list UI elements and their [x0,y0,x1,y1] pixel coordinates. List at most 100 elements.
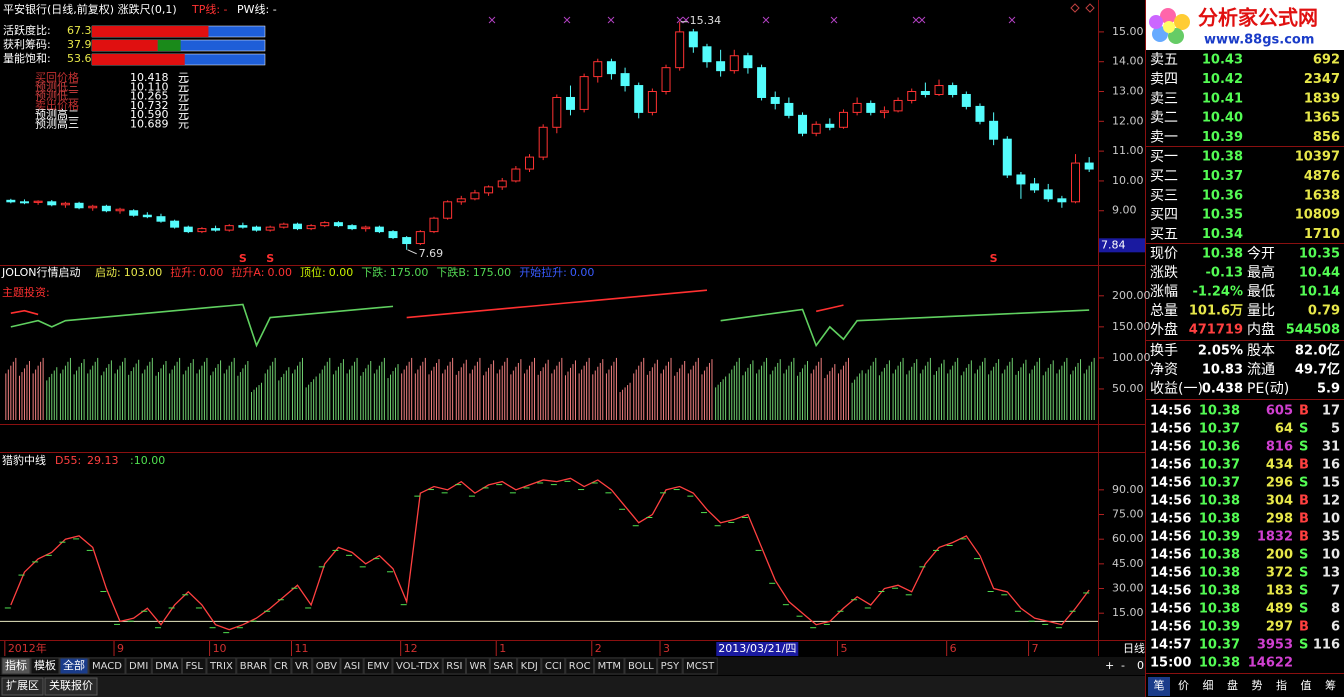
bottom-tab[interactable]: 扩展区 [6,678,39,692]
book-volume: 10397 [1295,150,1340,165]
candle-body [265,226,275,231]
window-icons [1070,3,1095,13]
candle-body [429,217,439,233]
indicator-tab-bg [392,657,443,675]
tick-volume: 434 [1266,458,1293,473]
tick-count: 13 [1322,566,1340,581]
indicator-tab[interactable]: CR [274,661,288,672]
quote-tab[interactable]: 笔 [1154,678,1165,692]
tick-side: S [1299,602,1308,617]
quote-tab[interactable]: 盘 [1227,678,1238,692]
toolbar-control[interactable]: + [1105,659,1114,672]
indicator-tab[interactable]: RSI [446,661,462,672]
indicator-tab[interactable]: MCST [686,661,715,672]
prediction-value: 10.590 [130,108,169,121]
indicator-tab[interactable]: VOL-TDX [396,661,439,672]
indicator-tab[interactable]: VR [295,661,309,672]
indicator-tab[interactable]: WR [469,661,486,672]
y-tick-label: 11.00 [1112,144,1144,157]
stat-value: 82.0亿 [1295,343,1340,359]
prediction-value: 10.265 [130,90,169,103]
indicator-tab[interactable]: PSY [661,661,680,672]
tick-count: 6 [1331,620,1340,635]
sell-signal: S [266,252,274,265]
stat-label: 今开 [1247,246,1275,262]
indicator-tab[interactable]: MTM [598,661,621,672]
indicator-tab[interactable]: BOLL [628,661,654,672]
y-tick-label: 15.00 [1112,606,1144,619]
indicator-tab[interactable]: FSL [185,661,203,672]
indicator-tab[interactable]: TRIX [209,661,233,672]
candle-body [784,102,794,116]
book-label: 卖四 [1150,71,1178,87]
candle-body [538,126,548,158]
tick-time: 15:00 [1150,656,1191,671]
tick-side: S [1299,548,1308,563]
candle-body [361,226,371,230]
candle-body [252,226,262,231]
indicator-tab[interactable]: SAR [493,661,513,672]
indicator-tab[interactable]: BRAR [240,661,267,672]
bottom-tab[interactable]: 关联报价 [49,678,93,692]
indicator-tab[interactable]: KDJ [521,661,538,672]
tick-volume: 64 [1275,422,1293,437]
indicator-tab-bg [88,657,126,675]
candle-body [552,96,562,128]
indicator-tab[interactable]: ASI [344,661,360,672]
indicator-tab[interactable]: 全部 [63,658,85,672]
book-volume: 1839 [1304,91,1340,106]
tick-price: 10.39 [1199,620,1240,635]
toolbar-control[interactable]: 0 [1137,659,1144,672]
tick-volume: 200 [1266,548,1293,563]
indicator-tab-bg [594,657,625,675]
candle-body [1002,138,1012,176]
indicator-line [10,303,1090,348]
metric-label: 活跃度比: [3,23,51,37]
candle-body [702,46,712,63]
bottom-bar [0,676,1145,697]
quote-tab[interactable]: 值 [1301,679,1312,692]
candle-body [88,205,98,209]
tick-side: B [1299,458,1309,473]
stat-value: 10.14 [1299,285,1340,300]
candle-body [1057,198,1067,203]
quote-tab[interactable]: 势 [1252,679,1263,692]
tick-time: 14:56 [1150,476,1191,491]
candle-body [415,231,425,245]
tick-side: S [1299,638,1308,653]
indicator-tab[interactable]: CCI [545,661,562,672]
tick-price: 10.38 [1199,548,1240,563]
y-tick-label: 13.00 [1112,85,1144,98]
tick-price: 10.38 [1199,566,1240,581]
oscillator-level-label: :10.00 [130,454,165,467]
indicator-item-label: 开始拉升: [519,265,567,279]
book-price: 10.43 [1202,53,1243,68]
quote-tab[interactable]: 细 [1203,679,1214,692]
tick-time: 14:56 [1150,404,1191,419]
candle-body [497,180,507,188]
indicator-tab[interactable]: OBV [316,661,337,672]
book-price: 10.34 [1202,227,1243,242]
prediction-value: 10.110 [130,80,169,93]
quote-tab[interactable]: 筹 [1325,678,1336,692]
indicator-tab[interactable]: DMA [155,661,178,672]
toolbar-control[interactable]: - [1121,659,1125,672]
indicator-tab[interactable]: DMI [129,661,148,672]
indicator-tab[interactable]: EMV [367,661,389,672]
indicator-tab-bg [541,657,566,675]
stat-label: 总量 [1150,303,1178,319]
quote-tab[interactable]: 价 [1178,679,1189,692]
candle-body [716,61,726,72]
prediction-label: 预测低三 [35,80,79,93]
indicator-tab[interactable]: 模板 [34,658,56,672]
stat-label: 量比 [1247,303,1275,319]
tick-count: 10 [1322,548,1340,563]
candle-body [948,85,958,95]
indicator-tab[interactable]: 指标 [5,658,27,672]
indicator-tab[interactable]: MACD [92,661,122,672]
tick-price: 10.37 [1199,422,1240,437]
quote-tab[interactable]: 指 [1276,678,1287,692]
tick-volume: 304 [1266,494,1293,509]
indicator-tab[interactable]: ROC [569,661,591,672]
